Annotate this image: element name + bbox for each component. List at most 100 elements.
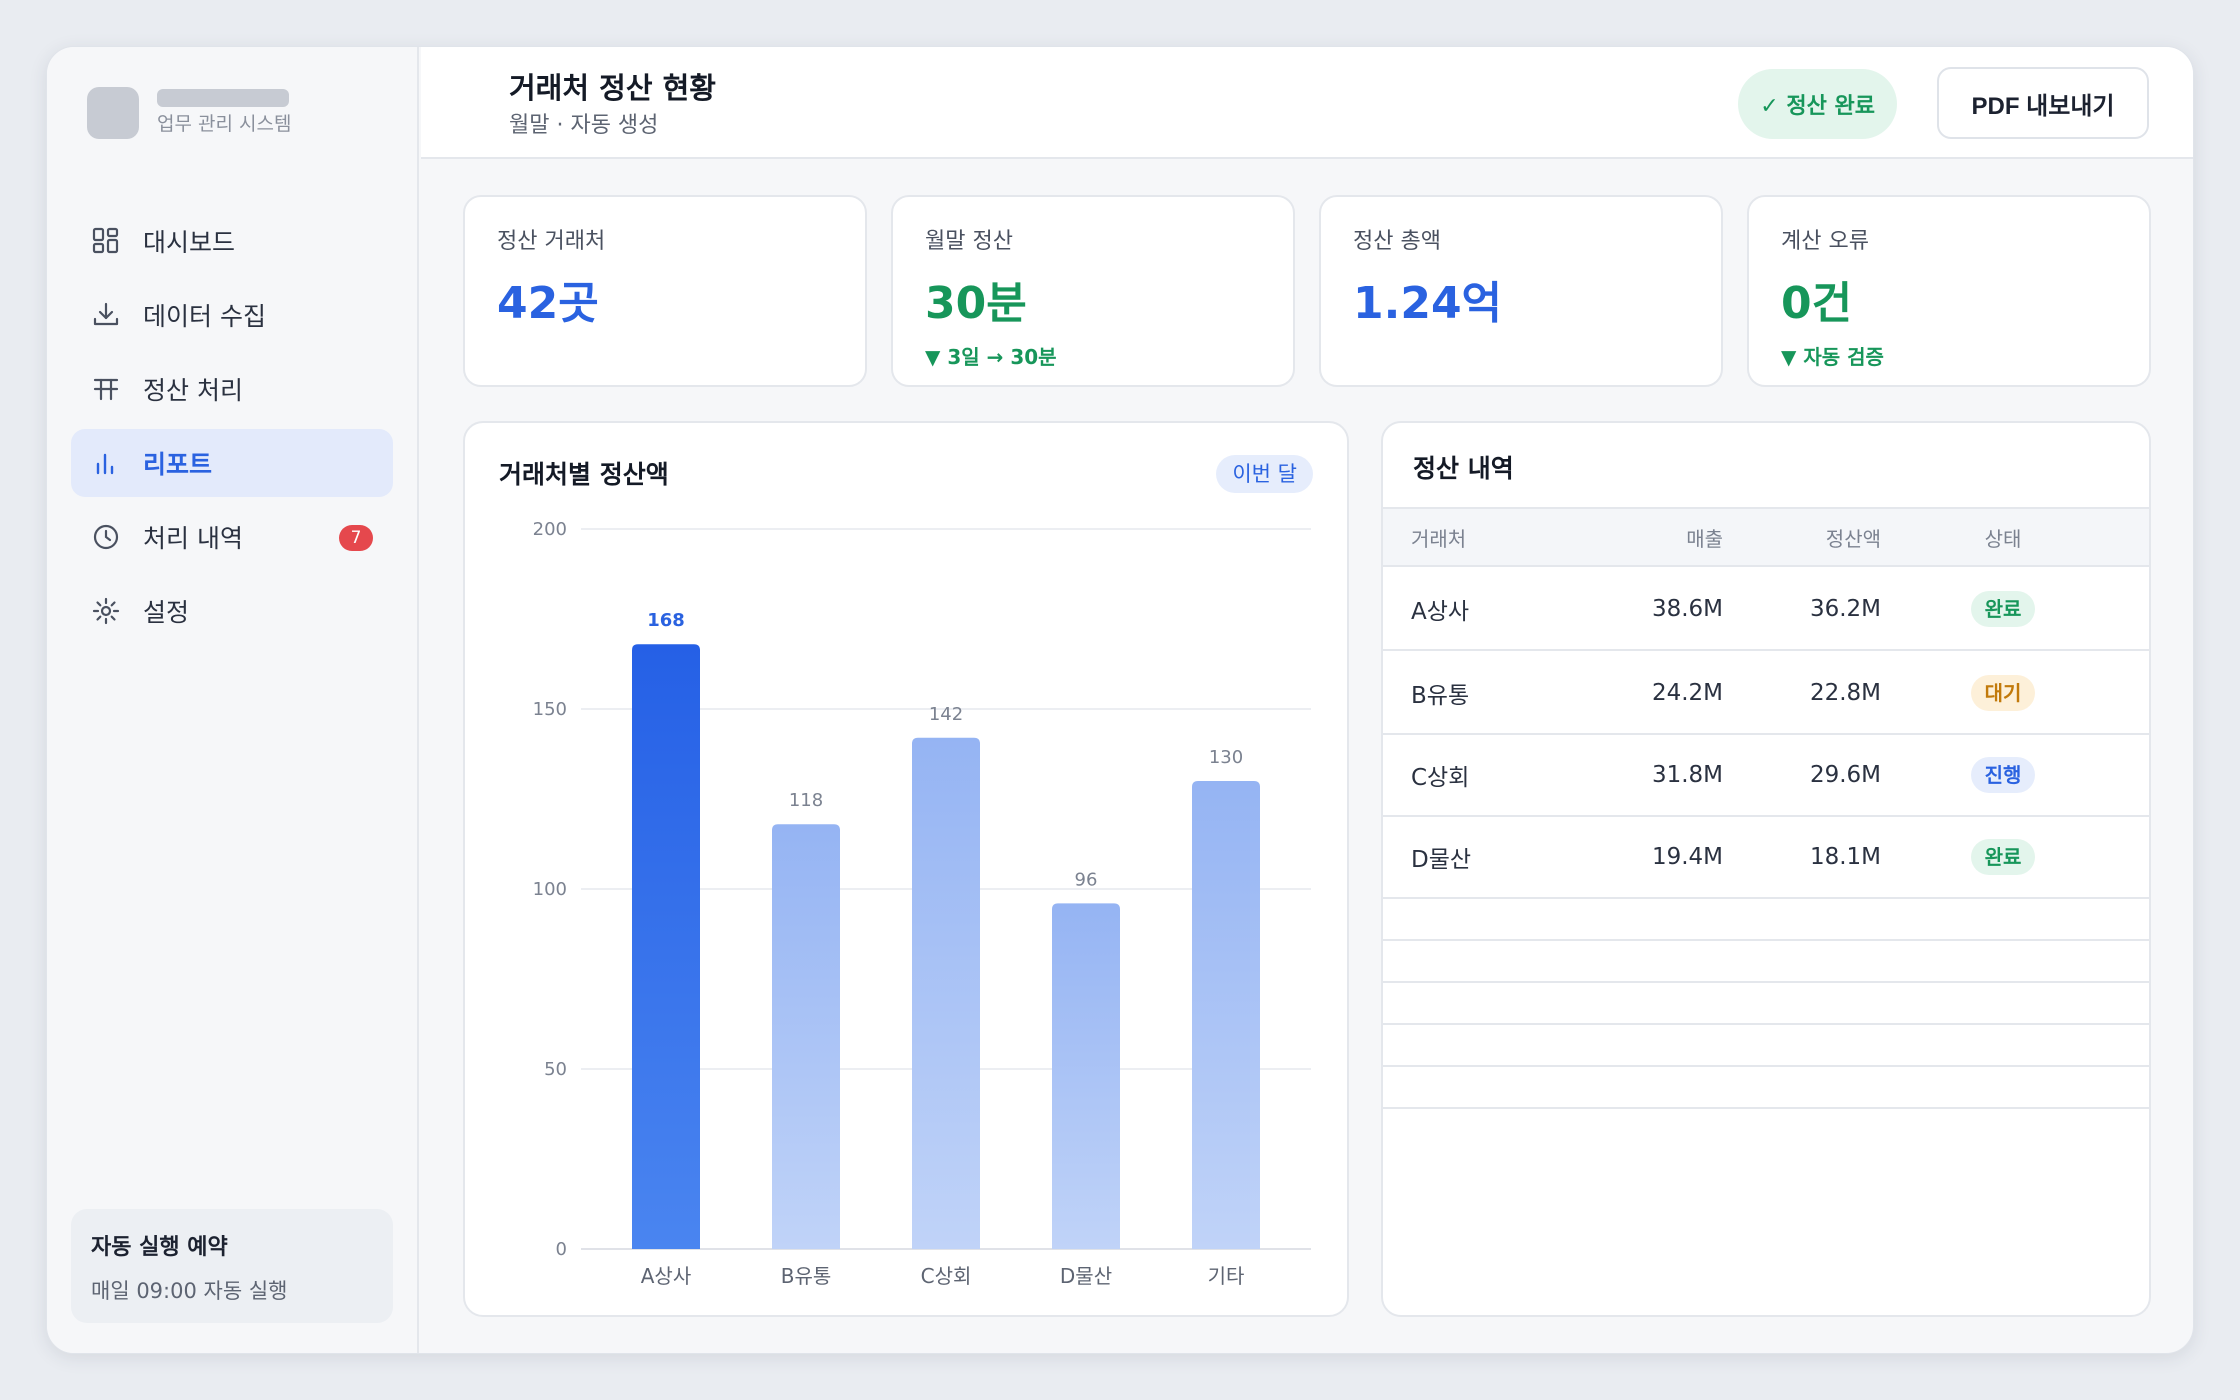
kpi-value: 30분 bbox=[925, 278, 1027, 329]
partner-name: B유통 bbox=[1411, 683, 1470, 709]
sidebar-item-label: 데이터 수집 bbox=[143, 302, 266, 331]
page-header: 거래처 정산 현황 월말 · 자동 생성 ✓ 정산 완료 PDF 내보내기 bbox=[421, 47, 2193, 159]
sales-value: 31.8M bbox=[1651, 762, 1723, 788]
history-count-badge: 7 bbox=[339, 525, 373, 551]
x-tick-label: D물산 bbox=[1060, 1264, 1112, 1288]
empty-row bbox=[1383, 941, 2149, 983]
kpi-delta: ▼ 3일 → 30분 bbox=[925, 345, 1057, 369]
kpi-label: 정산 거래처 bbox=[497, 229, 606, 254]
chart-title: 거래처별 정산액 bbox=[499, 460, 669, 489]
download-icon bbox=[91, 300, 121, 330]
sidebar: 업무 관리 시스템 대시보드 데이터 수집 bbox=[47, 47, 419, 1353]
bar-C상회[interactable] bbox=[912, 737, 980, 1249]
sidebar-item-history[interactable]: 처리 내역 7 bbox=[71, 503, 393, 571]
partner-name: D물산 bbox=[1411, 847, 1472, 873]
kpi-card-partners: 정산 거래처 42곳 bbox=[463, 195, 867, 387]
kpi-card-errors: 계산 오류 0건 ▼ 자동 검증 bbox=[1747, 195, 2151, 387]
empty-row bbox=[1383, 1067, 2149, 1109]
table-row[interactable]: B유통 24.2M 22.8M 대기 bbox=[1383, 653, 2149, 735]
sidebar-item-settlement[interactable]: 정산 처리 bbox=[71, 355, 393, 423]
bar-chart-icon bbox=[91, 448, 121, 478]
sidebar-nav: 대시보드 데이터 수집 정산 처리 bbox=[71, 207, 393, 651]
bar-B유통[interactable] bbox=[772, 824, 840, 1249]
kpi-value: 1.24억 bbox=[1353, 278, 1503, 329]
x-tick-label: B유통 bbox=[781, 1264, 832, 1288]
brand-subtitle: 업무 관리 시스템 bbox=[157, 113, 292, 135]
data-label: 142 bbox=[929, 704, 963, 725]
column-header-settlement: 정산액 bbox=[1825, 526, 1881, 551]
kpi-delta: ▼ 자동 검증 bbox=[1781, 345, 1884, 369]
table-row[interactable]: D물산 19.4M 18.1M 완료 bbox=[1383, 817, 2149, 899]
x-tick-label: A상사 bbox=[641, 1264, 691, 1288]
settlement-chart-card: 거래처별 정산액 이번 달 0 50 100 150 200 168 A상사 118 B유통 14… bbox=[463, 421, 1349, 1317]
bar-D물산[interactable] bbox=[1052, 903, 1120, 1249]
brand-logo bbox=[87, 87, 139, 139]
dashboard-icon bbox=[91, 226, 121, 256]
data-label: 130 bbox=[1209, 747, 1243, 768]
sidebar-item-dashboard[interactable]: 대시보드 bbox=[71, 207, 393, 275]
kpi-label: 계산 오류 bbox=[1781, 229, 1869, 254]
sidebar-item-label: 설정 bbox=[143, 598, 190, 627]
table-icon bbox=[91, 374, 121, 404]
x-tick-label: 기타 bbox=[1208, 1264, 1245, 1288]
sidebar-item-label: 처리 내역 bbox=[143, 524, 243, 553]
sales-value: 24.2M bbox=[1651, 680, 1723, 706]
status-badge: ✓ 정산 완료 bbox=[1738, 69, 1897, 139]
kpi-label: 월말 정산 bbox=[925, 229, 1013, 254]
sales-value: 38.6M bbox=[1651, 596, 1723, 622]
column-header-sales: 매출 bbox=[1686, 526, 1723, 551]
bar-A상사[interactable] bbox=[632, 644, 700, 1249]
y-tick-label: 150 bbox=[533, 699, 567, 720]
settlement-value: 36.2M bbox=[1809, 596, 1881, 622]
clock-icon bbox=[91, 522, 121, 552]
sales-value: 19.4M bbox=[1651, 844, 1723, 870]
sidebar-item-label: 대시보드 bbox=[143, 228, 236, 257]
sidebar-item-data-collect[interactable]: 데이터 수집 bbox=[71, 281, 393, 349]
page-title: 거래처 정산 현황 bbox=[509, 71, 716, 105]
status-chip: 완료 bbox=[1970, 591, 2036, 627]
kpi-label: 정산 총액 bbox=[1353, 229, 1441, 254]
sidebar-item-report[interactable]: 리포트 bbox=[71, 429, 393, 497]
brand-name-placeholder bbox=[157, 89, 289, 107]
bar-기타[interactable] bbox=[1192, 781, 1260, 1249]
y-tick-label: 0 bbox=[556, 1239, 567, 1260]
data-label: 118 bbox=[789, 790, 823, 811]
status-chip: 대기 bbox=[1970, 675, 2036, 711]
page-subtitle: 월말 · 자동 생성 bbox=[509, 113, 659, 138]
settlement-value: 29.6M bbox=[1809, 762, 1881, 788]
partner-name: A상사 bbox=[1411, 599, 1470, 625]
period-chip[interactable]: 이번 달 bbox=[1216, 455, 1313, 493]
table-row[interactable]: C상회 31.8M 29.6M 진행 bbox=[1383, 735, 2149, 817]
column-header-partner: 거래처 bbox=[1411, 526, 1467, 551]
status-chip: 진행 bbox=[1970, 757, 2036, 793]
data-label: 168 bbox=[647, 610, 685, 631]
bar-chart: 0 50 100 150 200 168 A상사 118 B유통 142 C상회 96 D물산 130 기타 bbox=[533, 519, 1311, 1288]
app-window: 업무 관리 시스템 대시보드 데이터 수집 bbox=[46, 46, 2194, 1354]
sidebar-item-label: 정산 처리 bbox=[143, 376, 243, 405]
sidebar-item-label: 리포트 bbox=[143, 450, 213, 479]
status-chip: 완료 bbox=[1970, 839, 2036, 875]
empty-row bbox=[1383, 899, 2149, 941]
gear-icon bbox=[91, 596, 121, 626]
brand: 업무 관리 시스템 bbox=[87, 87, 387, 141]
y-tick-label: 50 bbox=[544, 1059, 567, 1080]
kpi-card-total: 정산 총액 1.24억 bbox=[1319, 195, 1723, 387]
table-title: 정산 내역 bbox=[1413, 454, 1514, 483]
kpi-card-month-end: 월말 정산 30분 ▼ 3일 → 30분 bbox=[891, 195, 1295, 387]
settlement-table-card: 정산 내역 거래처 매출 정산액 상태 A상사 38.6M 36.2M 완료 B… bbox=[1381, 421, 2151, 1317]
schedule-card[interactable]: 자동 실행 예약 매일 09:00 자동 실행 bbox=[71, 1209, 393, 1323]
y-tick-label: 100 bbox=[533, 879, 567, 900]
table-row[interactable]: A상사 38.6M 36.2M 완료 bbox=[1383, 569, 2149, 651]
kpi-value: 42곳 bbox=[497, 278, 599, 329]
kpi-value: 0건 bbox=[1781, 278, 1853, 329]
x-tick-label: C상회 bbox=[921, 1264, 972, 1288]
schedule-subtitle: 매일 09:00 자동 실행 bbox=[91, 1279, 288, 1303]
table-header: 거래처 매출 정산액 상태 bbox=[1383, 507, 2149, 567]
y-tick-label: 200 bbox=[533, 519, 567, 540]
schedule-title: 자동 실행 예약 bbox=[91, 1235, 228, 1260]
sidebar-item-settings[interactable]: 설정 bbox=[71, 577, 393, 645]
settlement-value: 22.8M bbox=[1809, 680, 1881, 706]
empty-row bbox=[1383, 983, 2149, 1025]
pdf-export-button[interactable]: PDF 내보내기 bbox=[1937, 67, 2149, 139]
partner-name: C상회 bbox=[1411, 765, 1470, 791]
